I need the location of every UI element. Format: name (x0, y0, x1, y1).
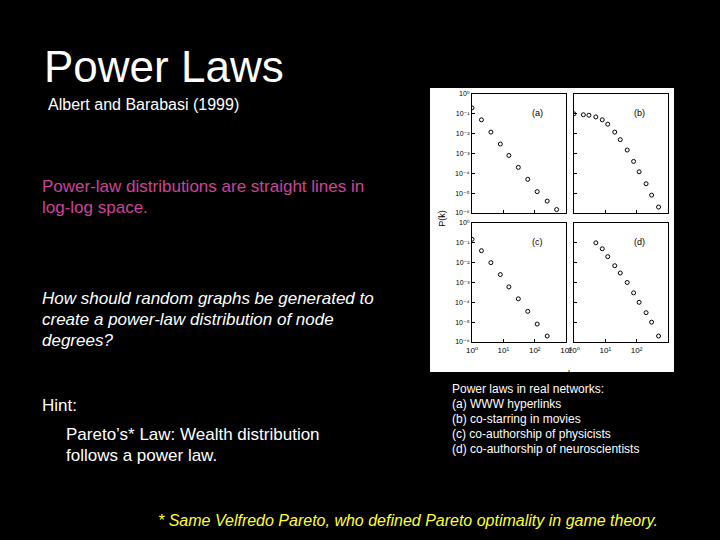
svg-text:(b): (b) (634, 108, 645, 118)
html-text:Power laws in real networks:: Power laws in real networks: (452, 382, 605, 396)
html-text:Power Laws: Power Laws (44, 42, 284, 91)
svg-text:10¹: 10¹ (498, 346, 510, 355)
svg-text:10¹: 10¹ (599, 346, 611, 355)
svg-text:10³: 10³ (560, 346, 572, 355)
html-text:(d) co-authorship of neuroscie: (d) co-authorship of neuroscientists (452, 442, 640, 456)
svg-text:10⁻⁴: 10⁻⁴ (455, 170, 470, 177)
html-text:Hint:: Hint: (42, 396, 77, 415)
html-text:* Same Velfredo Pareto, who de: * Same Velfredo Pareto, who defined Pare… (158, 512, 658, 529)
svg-text:(c): (c) (532, 237, 543, 247)
svg-text:10⁻⁶: 10⁻⁶ (455, 209, 469, 216)
svg-text:10²: 10² (529, 346, 541, 355)
svg-text:(d): (d) (634, 237, 645, 247)
svg-text:10⁻⁵: 10⁻⁵ (455, 319, 469, 326)
html-text:(a) WWW hyperlinks: (a) WWW hyperlinks (452, 397, 562, 411)
html-text:(c) co-authorship of physicist: (c) co-authorship of physicists (452, 427, 611, 441)
html-text:Power-law distributions are st: Power-law distributions are straight lin… (42, 177, 365, 217)
svg-text:10⁻⁴: 10⁻⁴ (455, 299, 470, 306)
svg-text:10⁻⁶: 10⁻⁶ (455, 338, 469, 345)
svg-text:10⁰: 10⁰ (568, 346, 580, 355)
html-text:(b) co-starring in movies: (b) co-starring in movies (452, 412, 581, 426)
svg-text:10⁻²: 10⁻² (456, 259, 470, 266)
svg-text:10⁻²: 10⁻² (456, 130, 470, 137)
svg-text:10⁻³: 10⁻³ (456, 279, 470, 286)
svg-text:(a): (a) (532, 108, 543, 118)
svg-text:P(k): P(k) (437, 210, 447, 226)
svg-text:10⁻⁵: 10⁻⁵ (455, 190, 469, 197)
svg-text:10⁰: 10⁰ (459, 219, 470, 226)
html-text:Pareto’s* Law: Wealth distribu: Pareto’s* Law: Wealth distribution follo… (66, 425, 320, 465)
svg-text:10²: 10² (631, 346, 643, 355)
html-text:How should random graphs be ge: How should random graphs be generated to… (42, 289, 374, 350)
svg-text:10⁻¹: 10⁻¹ (456, 110, 470, 117)
svg-text:10⁻¹: 10⁻¹ (456, 239, 470, 246)
svg-text:10⁻³: 10⁻³ (456, 150, 470, 157)
svg-text:10⁰: 10⁰ (459, 90, 470, 97)
html-text:Albert and Barabasi (1999): Albert and Barabasi (1999) (48, 96, 240, 113)
svg-text:10⁰: 10⁰ (466, 346, 478, 355)
svg-text:k: k (568, 369, 573, 372)
